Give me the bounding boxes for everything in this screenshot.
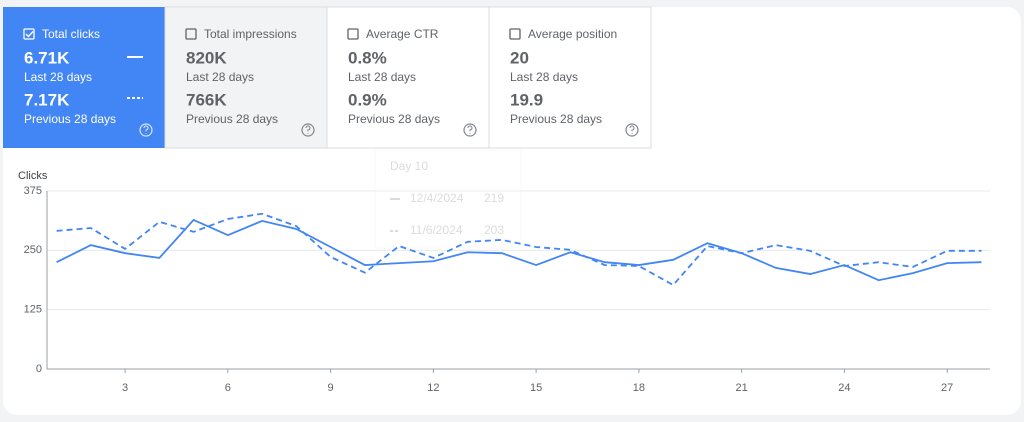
previous-label: Previous 28 days [24, 112, 116, 126]
card-title: Total impressions [204, 27, 297, 41]
previous-value: 19.9 [510, 90, 543, 109]
card-background [164, 6, 328, 149]
metric-card[interactable]: Average position 20 Last 28 days 19.9 Previo… [488, 6, 652, 149]
help-icon-mark [143, 125, 149, 134]
help-icon[interactable] [625, 123, 639, 137]
card-title: Average position [528, 27, 617, 41]
previous-label: Previous 28 days [186, 112, 278, 126]
current-label: Last 28 days [186, 70, 254, 84]
x-tick-label: 15 [530, 382, 542, 394]
current-value: 20 [510, 48, 529, 67]
checkbox[interactable] [23, 28, 35, 40]
x-tick-label: 18 [633, 382, 645, 394]
y-tick-label: 375 [24, 185, 42, 197]
previous-label: Previous 28 days [348, 112, 440, 126]
current-value: 0.8% [348, 48, 387, 67]
checkbox[interactable] [509, 28, 521, 40]
metric-card[interactable]: Average CTR 0.8% Last 28 days 0.9% Previous … [326, 6, 490, 149]
x-tick-label: 3 [122, 382, 128, 394]
current-label: Last 28 days [348, 70, 416, 84]
previous-value: 7.17K [24, 90, 70, 109]
x-tick-label: 12 [427, 382, 439, 394]
help-icon[interactable] [139, 123, 153, 137]
y-tick-label: 125 [24, 304, 42, 316]
x-tick-label: 27 [941, 382, 953, 394]
previous-value: 0.9% [348, 90, 387, 109]
previous-value: 766K [186, 90, 227, 109]
checkbox[interactable] [185, 28, 197, 40]
card-background [488, 6, 652, 149]
tooltip-value: 219 [484, 191, 504, 205]
metric-card[interactable]: Total clicks 6.71K Last 28 days 7.17K Previo… [3, 7, 165, 148]
y-tick-label: 250 [24, 244, 42, 256]
current-label: Last 28 days [510, 70, 578, 84]
x-tick-label: 21 [736, 382, 748, 394]
current-value: 820K [186, 48, 227, 67]
current-value: 6.71K [24, 48, 70, 67]
tooltip-date: 11/6/2024 [410, 223, 463, 237]
help-icon-mark [305, 125, 311, 134]
tooltip: Day 10 12/4/2024 219 11/6/2024 203 [374, 149, 522, 249]
x-tick-label: 9 [328, 382, 334, 394]
x-tick-label: 6 [225, 382, 231, 394]
y-axis-title: Clicks [18, 170, 48, 182]
card-background [3, 7, 165, 148]
x-tick-label: 24 [838, 382, 850, 394]
tooltip-date: 12/4/2024 [410, 191, 464, 205]
tooltip-title: Day 10 [390, 159, 428, 173]
card-title: Average CTR [366, 27, 439, 41]
tooltip-value: 203 [484, 223, 504, 237]
series-line [56, 218, 982, 282]
help-icon[interactable] [301, 123, 315, 137]
card-title: Total clicks [42, 27, 100, 41]
y-tick-label: 0 [36, 363, 42, 375]
metric-card[interactable]: Total impressions 820K Last 28 days 766K Pre… [164, 6, 328, 149]
previous-label: Previous 28 days [510, 112, 602, 126]
series-line [56, 212, 982, 287]
help-icon-mark [629, 125, 635, 134]
tooltip-box [374, 149, 522, 249]
checkbox[interactable] [347, 28, 359, 40]
current-label: Last 28 days [24, 70, 92, 84]
help-icon[interactable] [463, 123, 477, 137]
help-icon-mark [467, 125, 473, 134]
checkmark [25, 31, 34, 38]
